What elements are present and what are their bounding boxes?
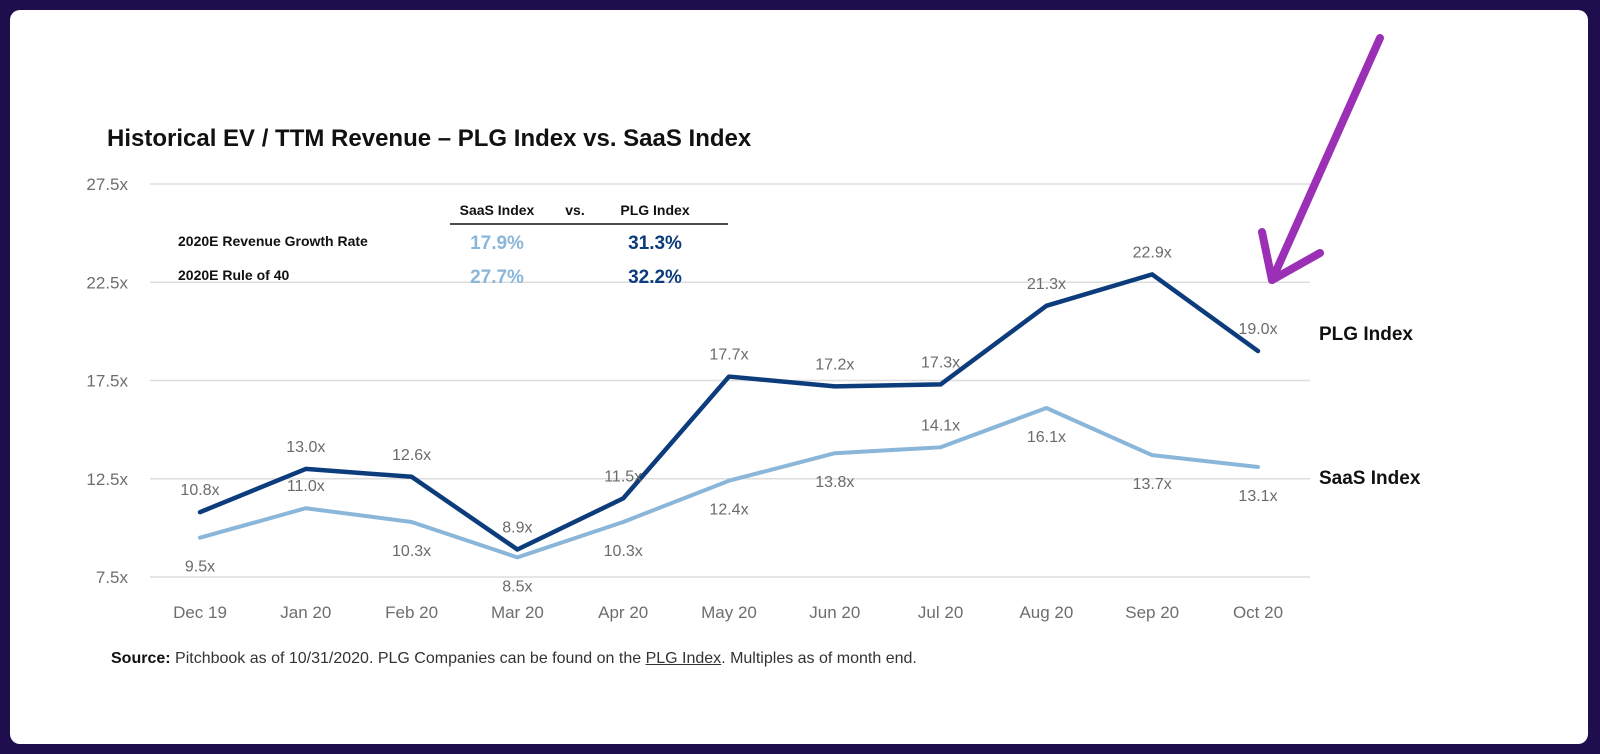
data-label-plg: 12.6x	[392, 447, 431, 464]
annotation-arrow	[1258, 34, 1384, 284]
source-text-end: . Multiples as of month end.	[721, 650, 917, 667]
x-tick-label: Apr 20	[598, 603, 648, 622]
data-label-saas: 16.1x	[1027, 429, 1066, 446]
table-plg-value: 32.2%	[628, 267, 682, 288]
series	[197, 272, 1261, 560]
table-row-label: 2020E Rule of 40	[178, 267, 289, 283]
data-label-saas: 10.3x	[392, 543, 431, 560]
data-label-plg: 10.8x	[180, 482, 219, 499]
series-line-saas	[198, 406, 1260, 560]
data-label-plg: 17.7x	[709, 347, 748, 364]
data-label-saas: 8.5x	[502, 578, 532, 595]
data-label-plg: 8.9x	[502, 519, 532, 536]
data-label-saas: 13.7x	[1133, 476, 1172, 493]
series-line-plg	[197, 272, 1261, 552]
series-name-saas: SaaS Index	[1319, 468, 1421, 489]
data-label-plg: 17.2x	[815, 356, 854, 373]
y-tick-label: 22.5x	[86, 273, 128, 292]
x-tick-label: Jun 20	[809, 603, 860, 622]
chart-panel: Historical EV / TTM Revenue – PLG Index …	[10, 10, 1588, 744]
table-saas-value: 17.9%	[470, 233, 524, 254]
x-tick-label: Dec 19	[173, 603, 227, 622]
table-header-vs: vs.	[565, 202, 584, 218]
x-tick-label: May 20	[701, 603, 757, 622]
x-tick-label: Mar 20	[491, 603, 544, 622]
table-header-saas: SaaS Index	[460, 202, 535, 218]
arrow-head	[1258, 228, 1324, 284]
table-saas-value: 27.7%	[470, 267, 524, 288]
grid	[150, 183, 1310, 578]
data-label-plg: 17.3x	[921, 354, 960, 371]
table-header-plg: PLG Index	[620, 202, 689, 218]
source-text: Pitchbook as of 10/31/2020. PLG Companie…	[170, 650, 646, 667]
chart: Historical EV / TTM Revenue – PLG Index …	[86, 34, 1421, 622]
x-tick-label: Aug 20	[1019, 603, 1073, 622]
data-label-saas: 13.1x	[1238, 488, 1277, 505]
x-axis: Dec 19 Jan 20 Feb 20 Mar 20 Apr 20 May 20 Jun …	[173, 603, 1283, 622]
data-label-saas: 13.8x	[815, 474, 854, 491]
data-label-saas: 14.1x	[921, 417, 960, 434]
x-tick-label: Feb 20	[385, 603, 438, 622]
data-label-plg: 19.0x	[1238, 321, 1277, 338]
data-label-saas: 12.4x	[709, 502, 748, 519]
arrow-shaft	[1268, 34, 1384, 284]
series-name-plg: PLG Index	[1319, 324, 1413, 345]
source-label: Source:	[111, 650, 171, 667]
y-axis: 7.5x 12.5x 17.5x 22.5x 27.5x	[86, 175, 128, 587]
data-labels: 10.8x 13.0x 12.6x 8.9x 11.5x 17.7x 17.2x 17.3x 2…	[180, 244, 1277, 595]
x-tick-label: Jul 20	[918, 603, 963, 622]
y-tick-label: 12.5x	[86, 470, 128, 489]
chart-title: Historical EV / TTM Revenue – PLG Index …	[107, 125, 752, 152]
data-label-saas: 10.3x	[604, 543, 643, 560]
comparison-table: SaaS Index vs. PLG Index 2020E Revenue G…	[178, 202, 728, 288]
y-tick-label: 17.5x	[86, 372, 128, 391]
y-tick-label: 7.5x	[96, 568, 129, 587]
x-tick-label: Sep 20	[1125, 603, 1179, 622]
data-label-plg: 13.0x	[286, 439, 325, 456]
y-tick-label: 27.5x	[86, 175, 128, 194]
plg-index-link[interactable]: PLG Index	[645, 650, 722, 667]
data-label-plg: 11.5x	[604, 468, 642, 485]
table-row-label: 2020E Revenue Growth Rate	[178, 233, 368, 249]
x-tick-label: Jan 20	[280, 603, 331, 622]
data-label-plg: 22.9x	[1133, 244, 1172, 261]
table-plg-value: 31.3%	[628, 233, 682, 254]
data-label-saas: 9.5x	[185, 559, 215, 576]
x-tick-label: Oct 20	[1233, 603, 1283, 622]
data-label-plg: 21.3x	[1027, 276, 1066, 293]
data-label-saas: 11.0x	[287, 478, 325, 495]
source-note: Source: Pitchbook as of 10/31/2020. PLG …	[111, 650, 917, 668]
